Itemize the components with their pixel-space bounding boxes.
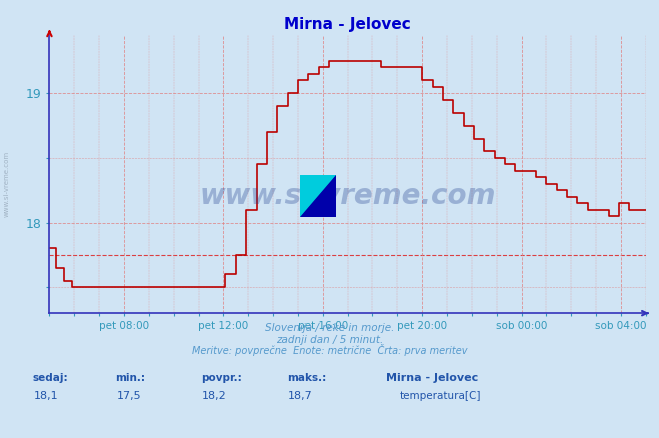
Text: Mirna - Jelovec: Mirna - Jelovec: [386, 373, 478, 383]
Text: 17,5: 17,5: [117, 391, 141, 401]
Text: povpr.:: povpr.:: [201, 373, 242, 383]
Text: maks.:: maks.:: [287, 373, 326, 383]
Text: 18,1: 18,1: [34, 391, 59, 401]
Text: www.si-vreme.com: www.si-vreme.com: [200, 182, 496, 210]
Text: min.:: min.:: [115, 373, 146, 383]
Title: Mirna - Jelovec: Mirna - Jelovec: [284, 18, 411, 32]
Text: temperatura[C]: temperatura[C]: [400, 391, 482, 401]
Text: sedaj:: sedaj:: [33, 373, 69, 383]
Text: 18,2: 18,2: [202, 391, 227, 401]
Polygon shape: [300, 175, 336, 217]
Text: zadnji dan / 5 minut.: zadnji dan / 5 minut.: [276, 335, 383, 345]
Text: Meritve: povprečne  Enote: metrične  Črta: prva meritev: Meritve: povprečne Enote: metrične Črta:…: [192, 344, 467, 357]
Text: 18,7: 18,7: [288, 391, 313, 401]
Polygon shape: [300, 175, 336, 217]
Text: Slovenija / reke in morje.: Slovenija / reke in morje.: [265, 323, 394, 333]
Text: www.si-vreme.com: www.si-vreme.com: [3, 151, 10, 217]
